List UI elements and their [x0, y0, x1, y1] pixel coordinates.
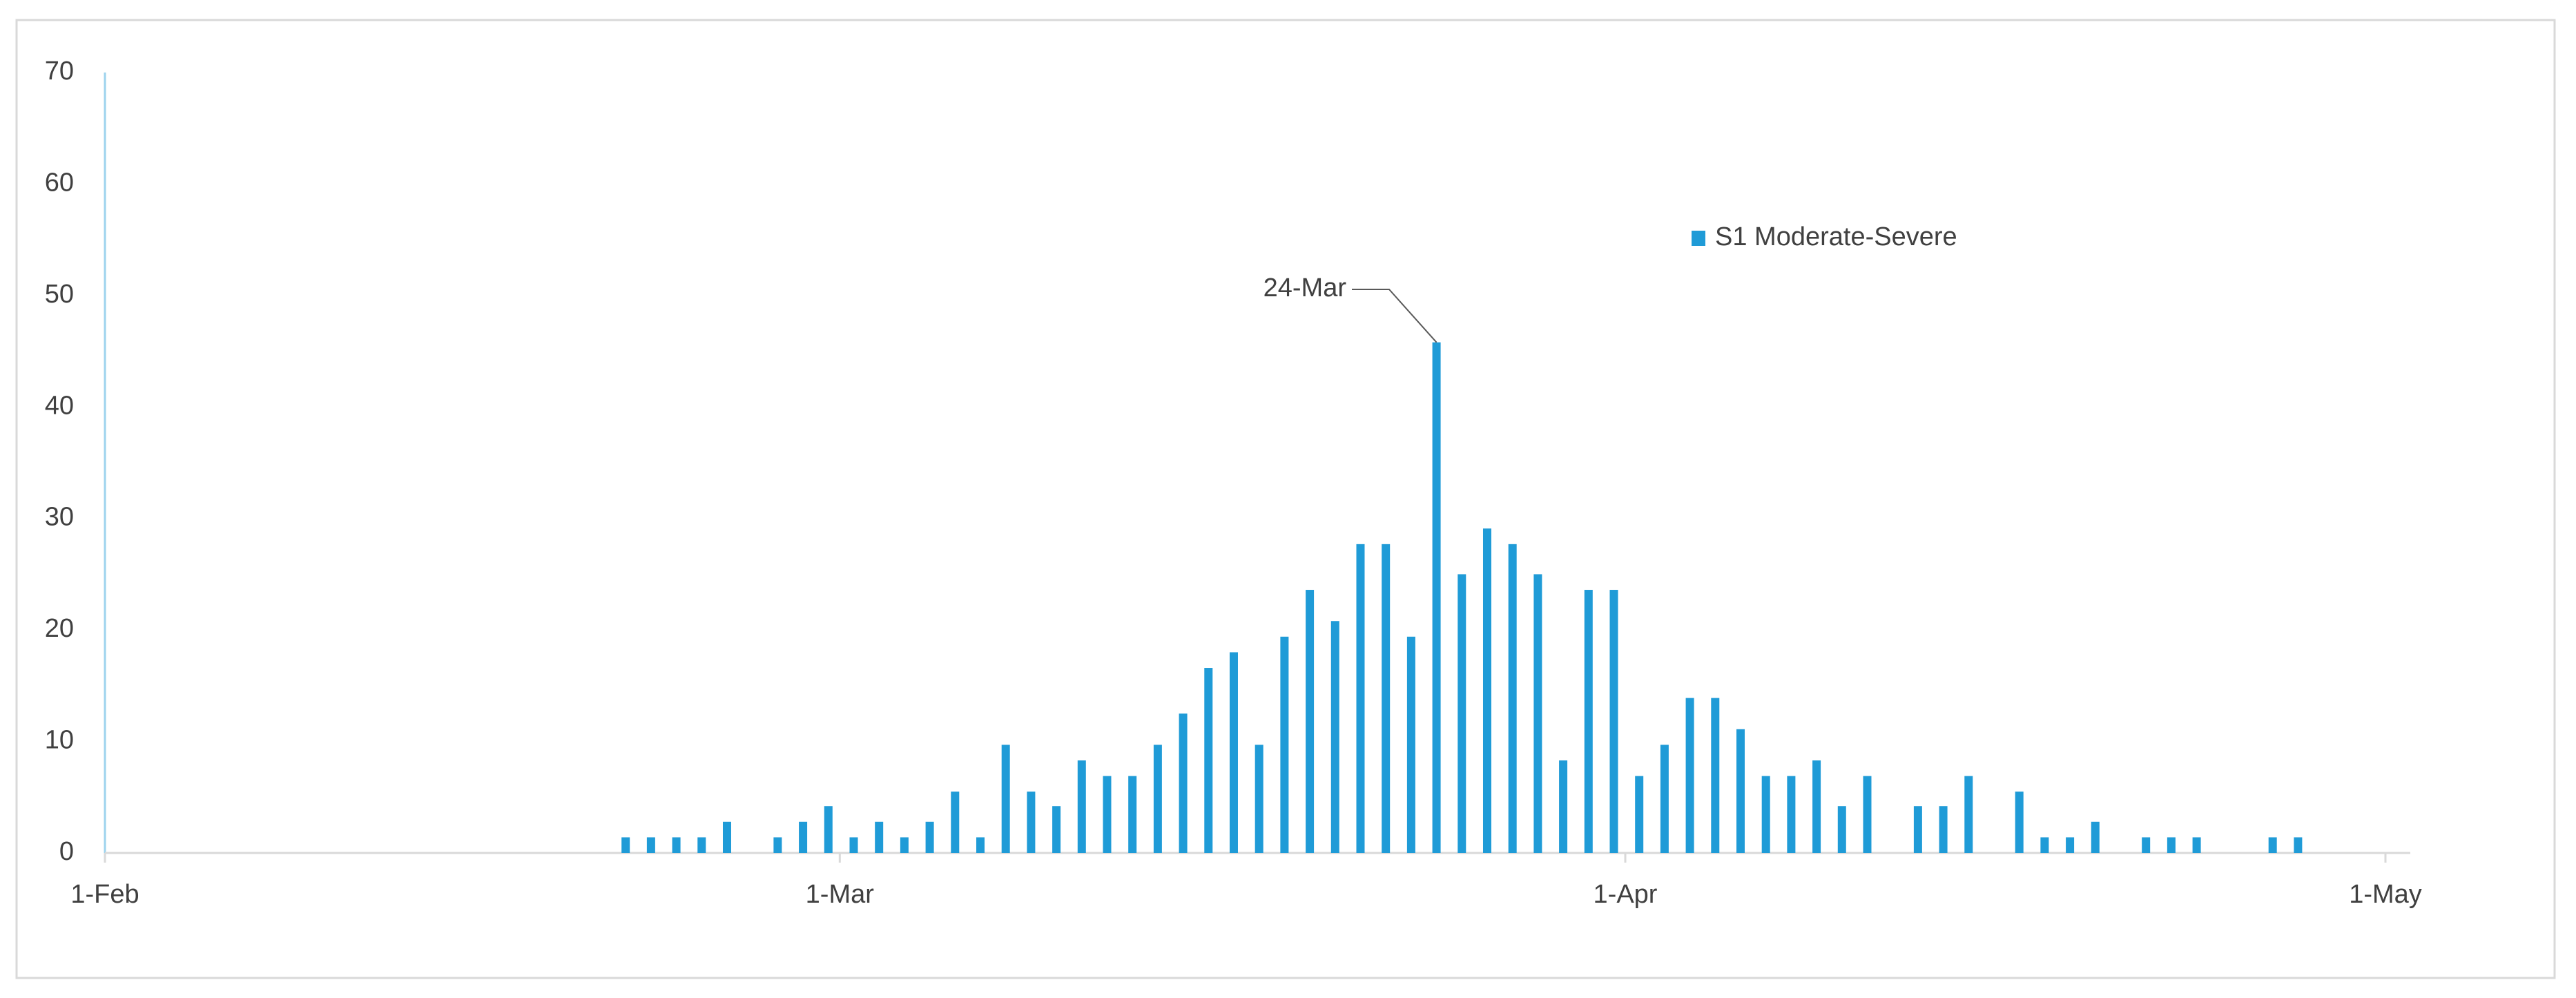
bar — [951, 791, 960, 853]
bar — [1356, 544, 1365, 853]
bar — [1153, 745, 1162, 853]
bar — [1103, 776, 1112, 853]
bar — [1128, 776, 1137, 853]
x-tick-label: 1-Apr — [1594, 880, 1658, 909]
bar — [1204, 668, 1213, 853]
bar — [646, 837, 655, 853]
bar — [1458, 574, 1466, 853]
bar — [925, 821, 934, 853]
bar — [849, 837, 858, 853]
bar — [900, 837, 909, 853]
bar — [1939, 806, 1948, 853]
y-tick-label: 0 — [59, 837, 74, 866]
y-tick-label: 30 — [45, 503, 74, 532]
y-tick-label: 60 — [45, 168, 74, 197]
bar — [799, 821, 808, 853]
bar — [2167, 837, 2176, 853]
bar — [2268, 837, 2277, 853]
x-tick-label: 1-Feb — [70, 880, 139, 909]
bar — [1761, 776, 1770, 853]
bar — [1812, 760, 1821, 853]
bar — [1635, 776, 1644, 853]
y-tick-label: 50 — [45, 280, 74, 309]
bar — [1660, 745, 1669, 853]
bar — [1229, 652, 1238, 853]
bar — [1787, 776, 1796, 853]
bar — [1711, 698, 1720, 853]
bar — [672, 837, 681, 853]
bar — [2040, 837, 2049, 853]
bar — [773, 837, 782, 853]
bar — [1027, 791, 1036, 853]
bar — [1559, 760, 1568, 853]
bar — [1837, 806, 1846, 853]
bar — [824, 806, 833, 853]
x-tick-label: 1-May — [2349, 880, 2422, 909]
bar — [1077, 760, 1086, 853]
annotation-leader — [1352, 289, 1437, 343]
bar — [2091, 821, 2100, 853]
bar — [1685, 698, 1694, 853]
bar — [1432, 342, 1441, 854]
annotation-text: 24-Mar — [1263, 274, 1347, 303]
bar — [1533, 574, 1542, 853]
bar — [2015, 791, 2024, 853]
bar — [1255, 745, 1263, 853]
bar — [1508, 544, 1517, 853]
bar — [1052, 806, 1061, 853]
bar — [1609, 590, 1618, 853]
bar — [1863, 776, 1872, 853]
bar — [976, 837, 985, 853]
bar — [1306, 590, 1315, 853]
bar — [621, 837, 630, 853]
y-tick-label: 20 — [45, 614, 74, 643]
bar — [1179, 713, 1188, 853]
bar — [697, 837, 706, 853]
bar — [1482, 528, 1491, 853]
y-tick-label: 10 — [45, 726, 74, 755]
bar — [722, 821, 731, 853]
bar — [1584, 590, 1593, 853]
bar — [2142, 837, 2151, 853]
bar — [1406, 636, 1415, 853]
bar — [1330, 621, 1339, 853]
bar — [1001, 745, 1010, 853]
bar — [2294, 837, 2303, 853]
legend-label: S1 Moderate-Severe — [1715, 222, 1957, 251]
bar — [1382, 544, 1391, 853]
bar — [1913, 806, 1922, 853]
bar — [2192, 837, 2201, 853]
y-tick-label: 70 — [45, 57, 74, 86]
bar — [1280, 636, 1289, 853]
bar — [1736, 729, 1745, 853]
bar — [1964, 776, 1973, 853]
bar — [2066, 837, 2075, 853]
y-tick-label: 40 — [45, 391, 74, 420]
x-tick-label: 1-Mar — [806, 880, 875, 909]
bar — [875, 821, 884, 853]
legend-swatch — [1692, 231, 1705, 246]
